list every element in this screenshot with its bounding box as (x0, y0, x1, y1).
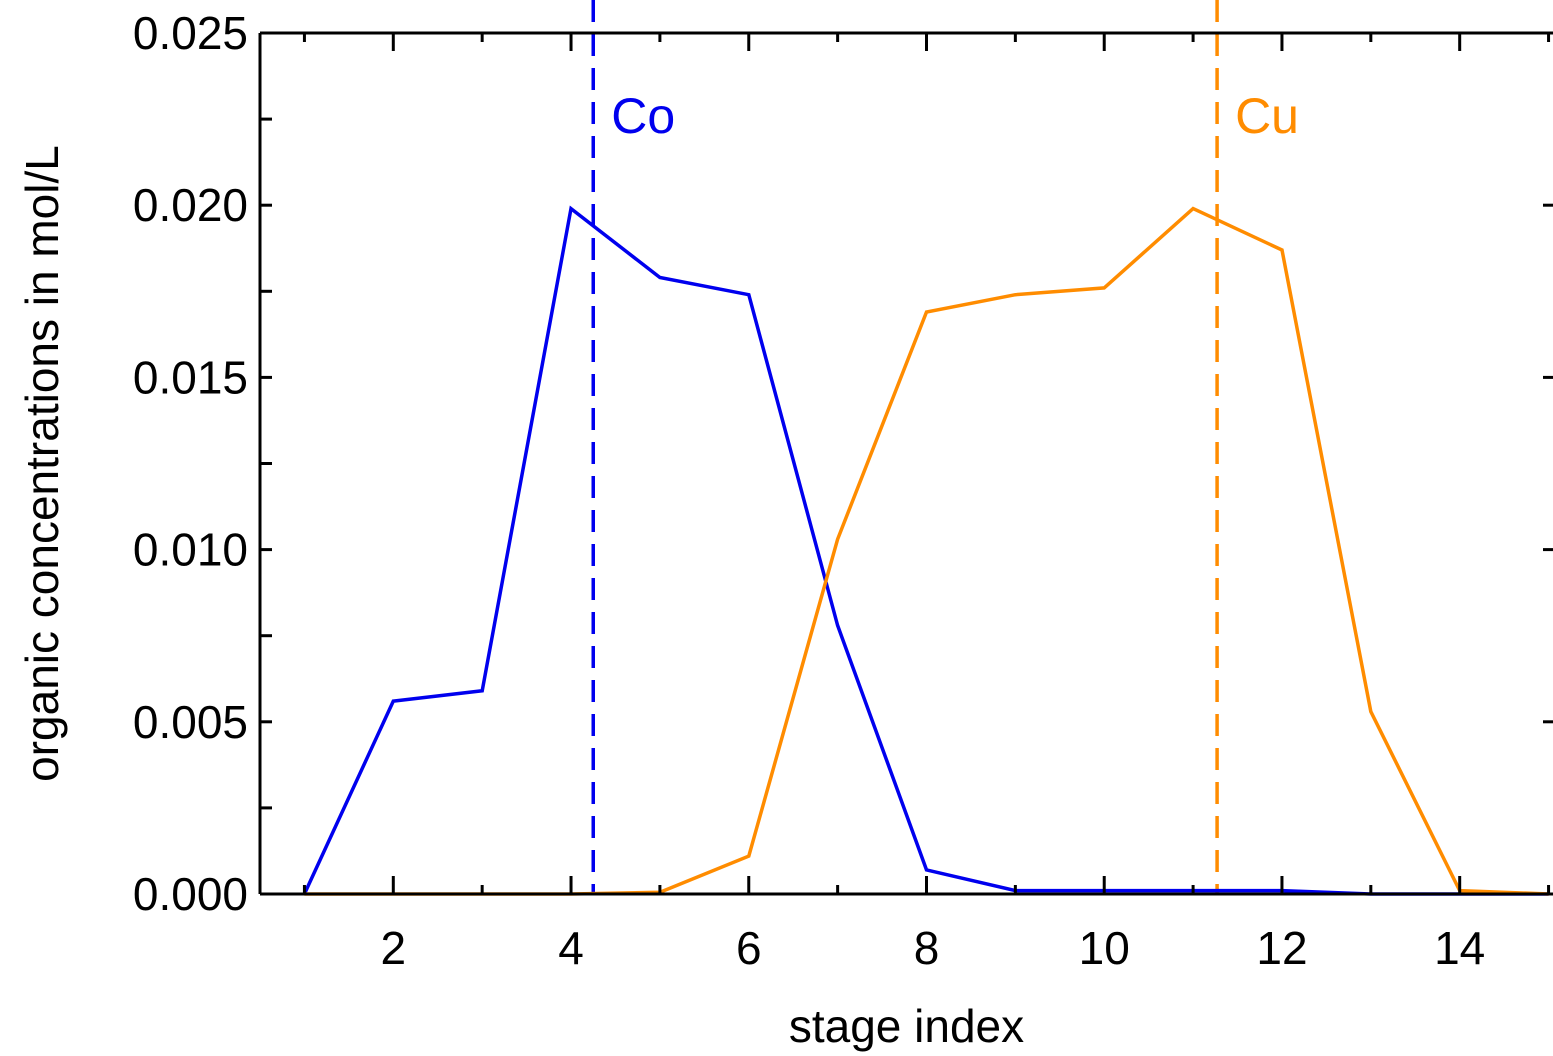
x-tick-label: 6 (736, 922, 762, 974)
y-tick-label: 0.015 (133, 351, 248, 403)
axes (258, 31, 1553, 896)
annotation-label-cu: Cu (1235, 88, 1299, 144)
x-axis-label: stage index (789, 1000, 1024, 1052)
y-axis-label: organic concentrations in mol/L (16, 145, 68, 782)
y-tick-label: 0.000 (133, 868, 248, 920)
x-tick-label: 4 (558, 922, 584, 974)
x-tick-label: 14 (1434, 922, 1485, 974)
series-layer (302, 205, 1549, 896)
x-tick-label: 10 (1079, 922, 1130, 974)
x-tick-label: 8 (914, 922, 940, 974)
x-tick-label: 2 (381, 922, 407, 974)
y-tick-label: 0.010 (133, 524, 248, 576)
y-tick-label: 0.005 (133, 696, 248, 748)
x-tick-label: 12 (1256, 922, 1307, 974)
annotation-label-co: Co (611, 88, 675, 144)
y-tick-label: 0.020 (133, 179, 248, 231)
annotation-labels: Co Cu (611, 88, 1299, 144)
series-line-1 (304, 206, 1549, 896)
ticks (260, 31, 1553, 896)
tick-labels: 2 4 6 8 10 12 14 0.000 0.005 0.010 0.015 0.020 0.025 (133, 7, 1485, 974)
annotation-lines (591, 0, 1219, 894)
y-tick-label: 0.025 (133, 7, 248, 59)
